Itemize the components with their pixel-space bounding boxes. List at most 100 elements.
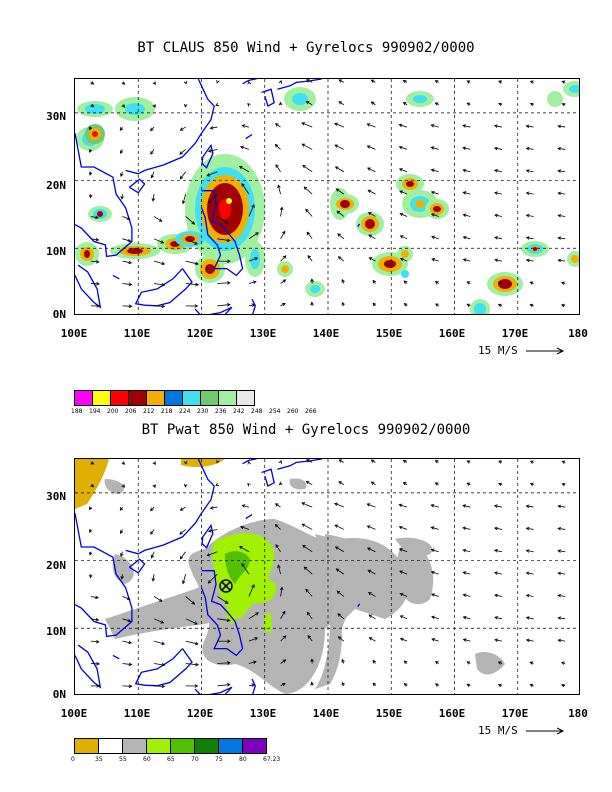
- wind-vector-head: [195, 282, 199, 287]
- wind-vector-head: [525, 124, 530, 129]
- panel2-colorbar: [74, 738, 267, 754]
- wind-vector: [122, 238, 131, 242]
- wind-vector-head: [209, 126, 214, 130]
- wind-vector: [122, 283, 132, 286]
- lat-label-0n: 0N: [52, 308, 66, 321]
- wind-vector: [399, 504, 408, 508]
- wind-vector-head: [310, 658, 314, 663]
- wind-vector-head: [462, 146, 467, 151]
- wind-vector-head: [525, 549, 530, 553]
- panel1-colorbar: [74, 390, 255, 406]
- coastline: [261, 468, 275, 488]
- wind-vector-head: [127, 618, 132, 623]
- wind-vector: [494, 549, 503, 553]
- wind-vector-head: [152, 484, 156, 489]
- coastline: [112, 654, 120, 660]
- wind-vector-head: [434, 482, 439, 486]
- lon-label-180: 180: [568, 327, 588, 340]
- wind-vector: [431, 258, 439, 262]
- wind-vector-head: [179, 175, 184, 180]
- wind-vector-head: [399, 235, 404, 239]
- wind-vector-head: [227, 639, 231, 644]
- wind-vector: [526, 125, 534, 128]
- wind-vector-head: [191, 221, 196, 225]
- wind-vector-head: [181, 580, 186, 585]
- wind-vector: [558, 505, 566, 508]
- wind-vector-head: [207, 580, 212, 584]
- wind-vector: [280, 683, 286, 687]
- wind-vector-head: [277, 184, 281, 189]
- wind-vector-head: [557, 526, 562, 531]
- colorbar-swatch: [128, 390, 147, 406]
- wind-vector: [400, 235, 408, 240]
- wind-vector: [217, 662, 230, 664]
- wind-vector-head: [301, 143, 306, 147]
- wind-vector-head: [226, 683, 231, 687]
- wind-vector-head: [306, 231, 311, 236]
- colorbar-label: 242: [233, 408, 245, 415]
- wind-vector: [368, 614, 376, 620]
- wind-vector-head: [334, 524, 339, 528]
- wind-vector: [494, 259, 503, 262]
- wind-vector: [277, 565, 281, 575]
- colorbar-swatch: [242, 738, 267, 754]
- wind-vector: [336, 210, 345, 217]
- wind-vector-head: [119, 507, 124, 511]
- wind-vector: [154, 663, 165, 666]
- wind-vector: [280, 659, 286, 664]
- colorbar-label: 35: [95, 756, 103, 763]
- wind-vector: [431, 526, 439, 530]
- wind-vector-head: [254, 257, 259, 261]
- wind-vector-head: [497, 661, 502, 665]
- wind-vector-head: [462, 504, 467, 508]
- wind-vector-head: [494, 236, 499, 240]
- panel1-map: [74, 78, 580, 315]
- wind-vector-head: [126, 596, 131, 601]
- wind-vector-head: [305, 79, 310, 83]
- wind-vector-head: [303, 566, 308, 570]
- wind-vector: [400, 258, 408, 262]
- wind-vector-head: [161, 684, 166, 689]
- wind-vector: [337, 233, 345, 240]
- wind-vector-head: [403, 280, 408, 284]
- wind-vector-head: [128, 640, 133, 645]
- wind-vector: [494, 639, 503, 642]
- wind-vector-head: [399, 212, 404, 217]
- wind-vector-head: [88, 574, 93, 579]
- wind-vector-head: [181, 200, 186, 205]
- wind-vector: [462, 125, 471, 128]
- wind-vector-head: [161, 261, 166, 266]
- wind-vector-head: [306, 611, 311, 616]
- coastline: [134, 268, 193, 307]
- wind-vector-head: [403, 683, 408, 687]
- wind-vector-head: [462, 526, 467, 531]
- vector-scale-arrow-icon: [526, 347, 565, 355]
- wind-vector: [185, 283, 199, 286]
- wind-vector-head: [128, 662, 133, 667]
- wind-vector: [241, 183, 250, 195]
- wind-vector-head: [336, 210, 341, 215]
- wind-vector-head: [430, 526, 435, 530]
- wind-vector: [558, 237, 566, 240]
- wind-vector: [463, 571, 471, 575]
- wind-vector: [526, 572, 534, 575]
- wind-vector-head: [366, 167, 371, 171]
- wind-vector-head: [307, 635, 311, 639]
- wind-vector: [122, 640, 132, 644]
- wind-vector: [367, 547, 376, 553]
- wind-vector-head: [525, 526, 530, 531]
- vector-scale-label: 15 M/S: [478, 344, 518, 357]
- wind-vector-head: [334, 546, 339, 550]
- wind-vector: [248, 661, 257, 664]
- wind-vector-head: [120, 196, 124, 200]
- grid-lines: [75, 79, 579, 314]
- wind-vector: [558, 572, 566, 575]
- wind-vector-head: [307, 255, 311, 259]
- coastline: [277, 79, 322, 90]
- wind-vector: [150, 529, 155, 535]
- lon-label-160e: 160E: [438, 707, 466, 720]
- lat-label-20n: 20N: [46, 559, 66, 572]
- wind-vector: [399, 124, 408, 128]
- wind-vector: [154, 283, 165, 286]
- wind-vector: [526, 259, 534, 262]
